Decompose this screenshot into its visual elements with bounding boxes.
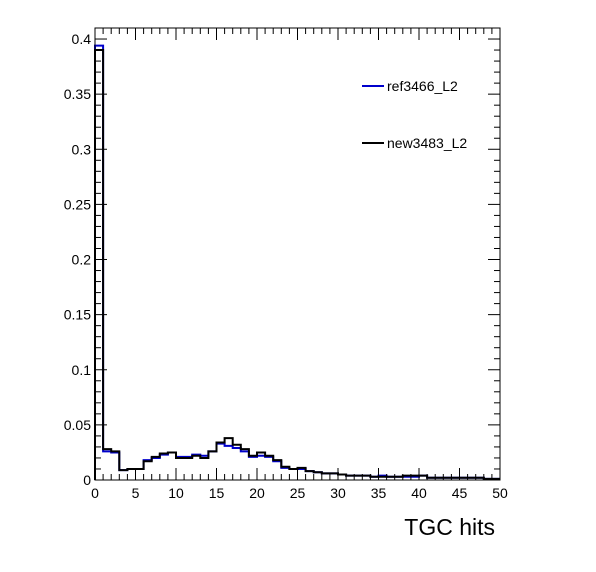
x-axis-title: TGC hits	[404, 514, 495, 540]
x-tick-label: 35	[371, 485, 387, 501]
series-line-1	[94, 49, 500, 480]
legend-label-0: ref3466_L2	[387, 78, 458, 94]
x-tick-label: 10	[168, 485, 184, 501]
y-tick-label: 0.4	[72, 31, 92, 47]
x-tick-label: 5	[132, 485, 140, 501]
y-tick-label: 0.15	[64, 307, 91, 323]
legend: ref3466_L2 new3483_L2	[362, 78, 467, 151]
x-tick-label: 45	[452, 485, 468, 501]
y-tick-label: 0	[83, 472, 91, 488]
y-axis: 0 0.05 0.1 0.15 0.2 0.25 0.3 0.35 0.4	[64, 31, 500, 488]
legend-label-1: new3483_L2	[387, 135, 467, 151]
y-tick-label: 0.05	[64, 417, 91, 433]
x-tick-label: 25	[290, 485, 306, 501]
y-tick-label: 0.2	[72, 252, 92, 268]
y-tick-label: 0.25	[64, 196, 91, 212]
y-tick-label: 0.1	[72, 362, 92, 378]
y-tick-label: 0.3	[72, 141, 92, 157]
x-tick-label: 50	[492, 485, 508, 501]
x-tick-label: 15	[209, 485, 225, 501]
x-axis: 0 5 10 15 20 25 30 35 40 45 50	[91, 28, 508, 501]
x-tick-label: 0	[91, 485, 99, 501]
x-tick-label: 20	[249, 485, 265, 501]
x-tick-label: 40	[411, 485, 427, 501]
y-tick-label: 0.35	[64, 86, 91, 102]
x-tick-label: 30	[330, 485, 346, 501]
